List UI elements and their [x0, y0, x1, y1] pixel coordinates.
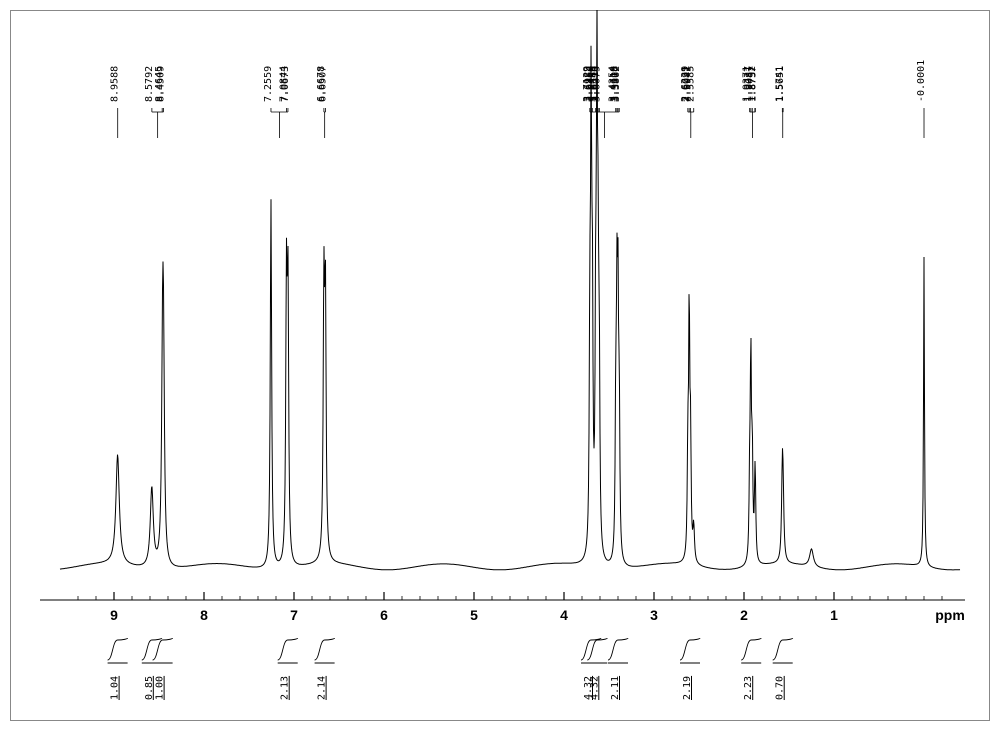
svg-text:ppm: ppm: [935, 607, 965, 623]
svg-text:1: 1: [830, 607, 838, 623]
svg-text:1.8737: 1.8737: [747, 66, 758, 102]
svg-text:5: 5: [470, 607, 478, 623]
svg-text:2.23: 2.23: [743, 676, 754, 700]
svg-text:2.13: 2.13: [280, 676, 291, 700]
svg-text:2.19: 2.19: [682, 676, 693, 700]
svg-text:1.04: 1.04: [110, 676, 121, 700]
svg-text:7.2559: 7.2559: [263, 66, 274, 102]
svg-text:1.5651: 1.5651: [775, 66, 786, 102]
svg-text:2.11: 2.11: [610, 676, 621, 700]
svg-text:7.0673: 7.0673: [280, 66, 291, 102]
svg-text:8: 8: [200, 607, 208, 623]
svg-text:3: 3: [650, 607, 658, 623]
svg-text:4: 4: [560, 607, 568, 623]
svg-text:7: 7: [290, 607, 298, 623]
nmr-spectrum-svg: 987654321ppm8.95888.57928.46458.45097.25…: [10, 10, 988, 719]
svg-text:0.70: 0.70: [775, 676, 786, 700]
svg-text:6.6507: 6.6507: [317, 66, 328, 102]
svg-text:3.6075: 3.6075: [591, 66, 602, 102]
svg-text:2.5585: 2.5585: [686, 66, 697, 102]
svg-text:2.14: 2.14: [317, 676, 328, 700]
svg-text:8.4509: 8.4509: [155, 66, 166, 102]
svg-text:0.85: 0.85: [144, 676, 155, 700]
svg-text:6: 6: [380, 607, 388, 623]
svg-text:9: 9: [110, 607, 118, 623]
svg-text:1.00: 1.00: [155, 676, 166, 700]
nmr-chart-container: 987654321ppm8.95888.57928.46458.45097.25…: [0, 0, 1000, 731]
svg-text:3.3862: 3.3862: [611, 66, 622, 102]
svg-text:4.32: 4.32: [589, 676, 600, 700]
svg-text:-0.0001: -0.0001: [916, 60, 927, 102]
svg-text:2: 2: [740, 607, 748, 623]
svg-text:8.9588: 8.9588: [110, 66, 121, 102]
